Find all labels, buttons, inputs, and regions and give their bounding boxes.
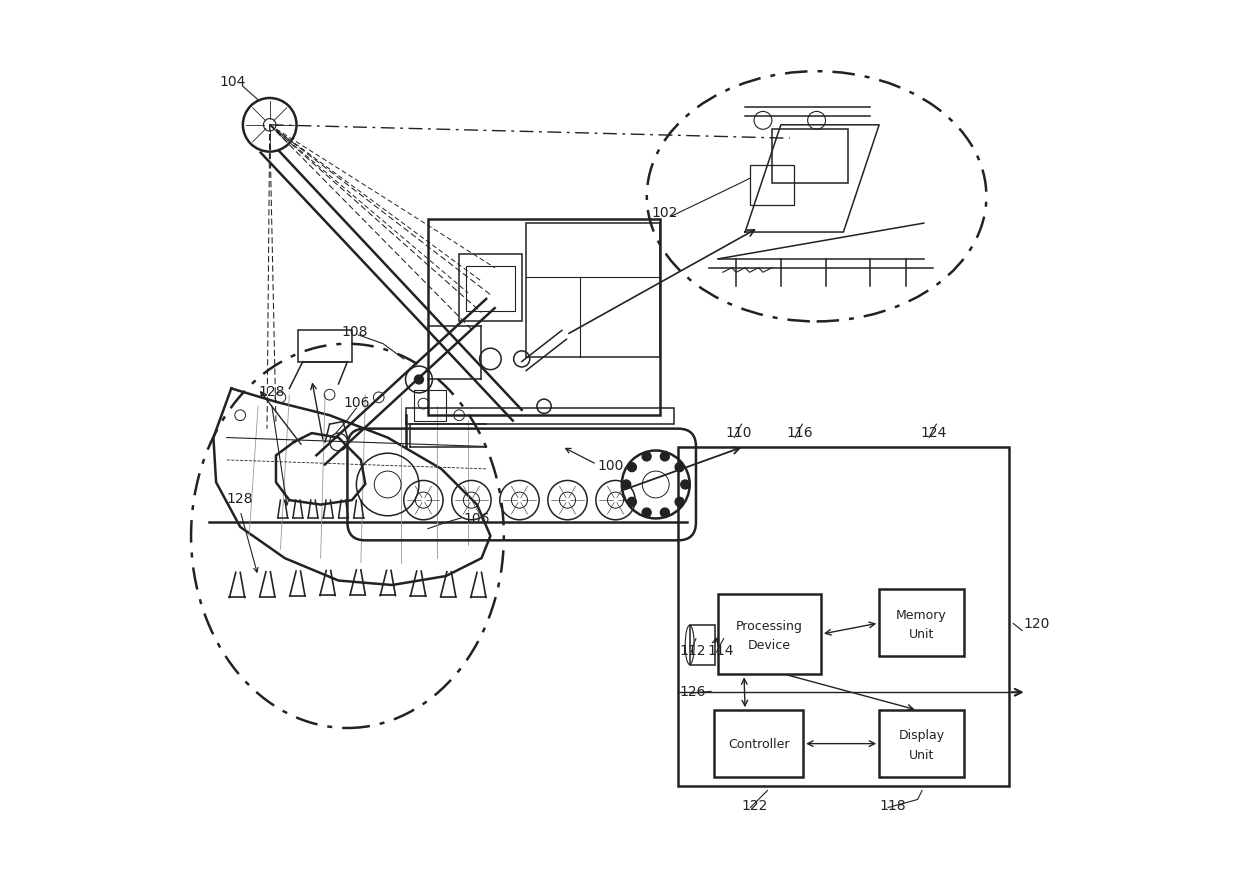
Text: Unit: Unit <box>909 748 934 761</box>
Text: 110: 110 <box>725 426 751 439</box>
Circle shape <box>621 480 631 489</box>
Text: Unit: Unit <box>909 628 934 640</box>
Circle shape <box>661 509 670 518</box>
Text: 128: 128 <box>227 492 253 505</box>
Text: 120: 120 <box>1023 616 1049 630</box>
Bar <box>678 447 1008 786</box>
Text: Display: Display <box>899 729 945 741</box>
Text: Memory: Memory <box>897 608 947 620</box>
Text: 124: 124 <box>920 426 946 439</box>
Bar <box>459 255 522 322</box>
Circle shape <box>627 463 636 472</box>
Circle shape <box>675 463 684 472</box>
Bar <box>749 165 795 206</box>
Bar <box>879 711 963 777</box>
Text: 122: 122 <box>742 798 768 813</box>
Bar <box>466 266 515 311</box>
Bar <box>299 331 352 362</box>
Text: Controller: Controller <box>728 738 789 750</box>
Bar <box>414 391 445 422</box>
Text: 126: 126 <box>680 684 707 698</box>
Circle shape <box>642 452 651 461</box>
Circle shape <box>627 498 636 507</box>
Text: Device: Device <box>748 638 791 652</box>
Text: 112: 112 <box>680 643 707 657</box>
Text: 100: 100 <box>598 459 624 472</box>
Text: 114: 114 <box>708 643 734 657</box>
Circle shape <box>642 509 651 518</box>
Bar <box>879 590 963 657</box>
Text: 104: 104 <box>219 74 246 89</box>
Circle shape <box>681 480 689 489</box>
Circle shape <box>661 452 670 461</box>
Text: 102: 102 <box>651 206 677 220</box>
Text: 106: 106 <box>464 512 490 526</box>
Text: 108: 108 <box>341 325 368 339</box>
Bar <box>526 224 660 358</box>
Text: 106: 106 <box>343 396 370 409</box>
Bar <box>718 595 821 675</box>
Text: Processing: Processing <box>737 619 804 632</box>
Bar <box>714 711 804 777</box>
Text: 128: 128 <box>258 384 285 398</box>
Circle shape <box>414 375 423 384</box>
Text: 116: 116 <box>786 426 813 439</box>
Bar <box>689 626 714 665</box>
Bar <box>428 219 660 416</box>
Text: 118: 118 <box>879 798 905 813</box>
Bar <box>405 409 673 425</box>
Bar <box>773 131 848 183</box>
Circle shape <box>675 498 684 507</box>
